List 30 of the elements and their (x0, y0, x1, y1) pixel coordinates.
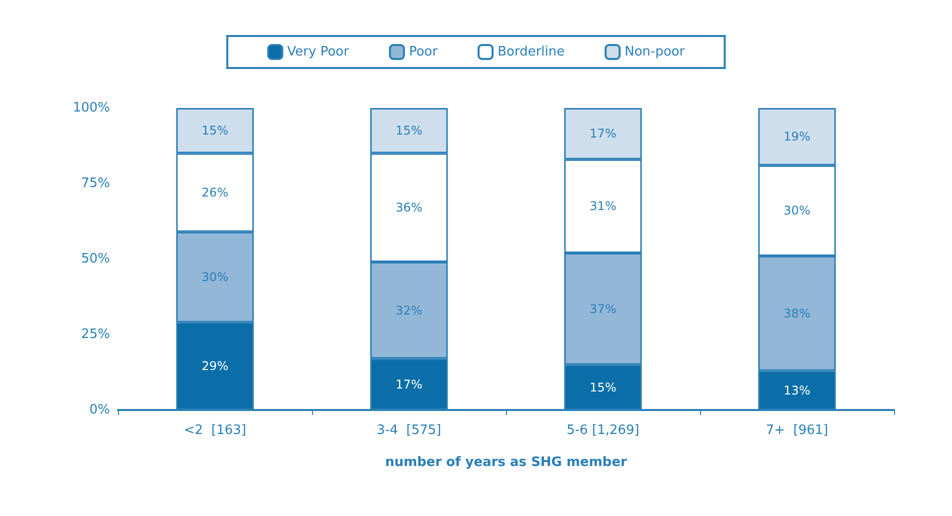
data-label: 26% (202, 186, 228, 200)
x-tick-label: 7+ [961] (766, 423, 828, 438)
data-label: 13% (784, 383, 810, 398)
data-label: 17% (396, 377, 422, 392)
x-tick-label: <2 [163] (184, 423, 246, 438)
legend-label: Very Poor (287, 44, 350, 60)
legend-label: Non-poor (624, 44, 686, 60)
data-label: 29% (202, 359, 228, 374)
data-label: 38% (784, 306, 810, 320)
x-tick-label: 5-6 [1,269] (566, 423, 640, 438)
x-tick-label: 3-4 [575] (376, 423, 442, 438)
y-tick-label: 0% (89, 402, 110, 418)
y-tick-label: 25% (81, 327, 110, 342)
data-label: 15% (590, 380, 616, 394)
data-label: 30% (202, 270, 228, 284)
legend-label: Borderline (498, 44, 565, 60)
data-label: 19% (784, 130, 810, 144)
data-label: 32% (396, 303, 422, 318)
data-label: 36% (396, 200, 422, 215)
data-label: 15% (202, 124, 228, 138)
legend-label: Poor (408, 44, 438, 60)
y-tick-label: 100% (72, 100, 110, 116)
x-axis-title: number of years as SHG member (385, 455, 628, 470)
data-label: 30% (784, 204, 810, 218)
y-tick-label: 50% (81, 252, 110, 266)
data-label: 15% (396, 124, 422, 138)
data-label: 37% (590, 302, 616, 316)
y-tick-label: 75% (81, 176, 110, 191)
data-label: 31% (590, 199, 616, 214)
data-label: 17% (590, 126, 616, 141)
